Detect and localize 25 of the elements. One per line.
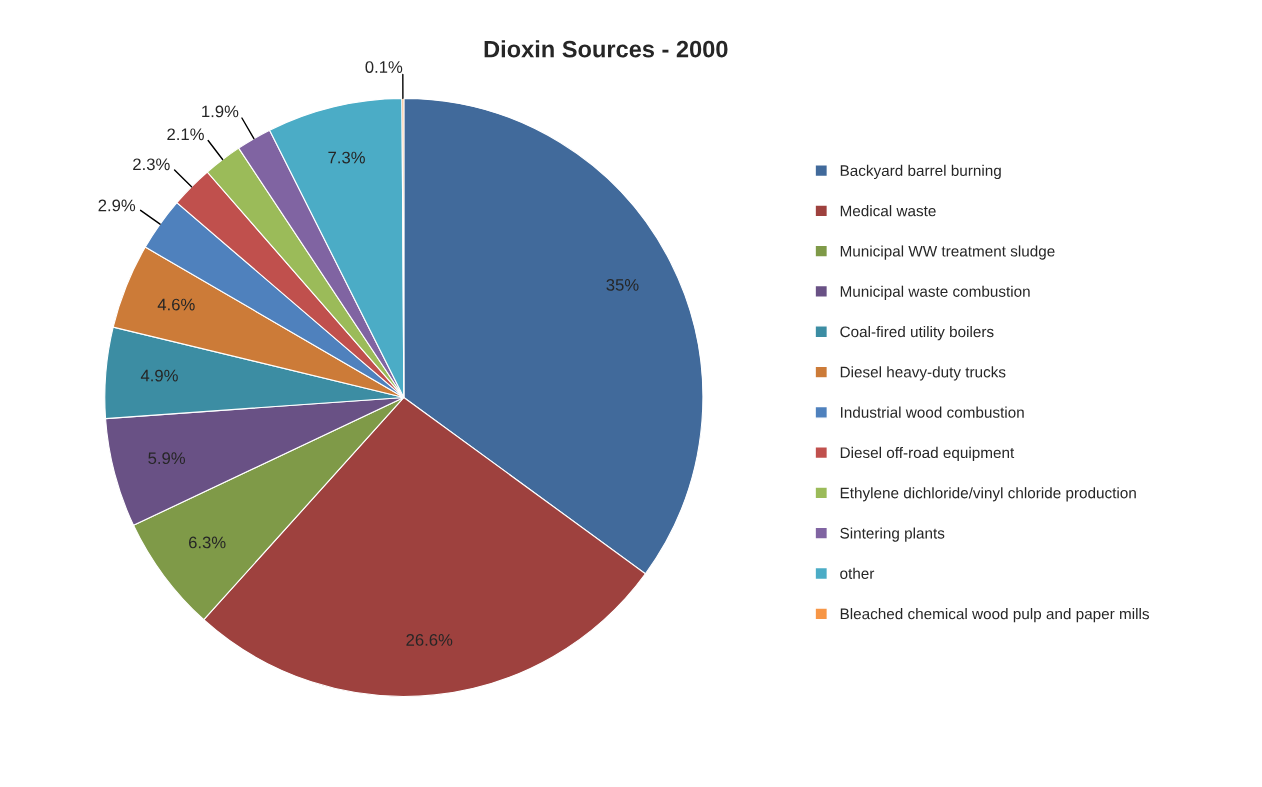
data-label: 7.3% — [328, 151, 365, 164]
legend-label: Ethylene dichloride/vinyl chloride production — [840, 487, 1136, 502]
data-label: 6.3% — [188, 536, 226, 549]
legend-label: Coal-fired utility boilers — [840, 325, 994, 341]
data-label: 4.6% — [157, 298, 195, 311]
legend-label: Bleached chemical wood pulp and paper mills — [840, 608, 1149, 623]
data-label: 1.9% — [202, 105, 239, 118]
data-label: 5.9% — [148, 452, 186, 465]
legend-label: Medical waste — [840, 205, 936, 217]
legend-label: Backyard barrel burning — [840, 164, 1001, 180]
legend-label: other — [840, 567, 875, 579]
legend-label: Diesel off-road equipment — [840, 446, 1015, 462]
legend-label: Municipal waste combustion — [840, 285, 1030, 300]
legend-label: Municipal WW treatment sludge — [840, 245, 1055, 260]
legend-label: Industrial wood combustion — [840, 406, 1024, 418]
data-label: 35% — [606, 279, 639, 291]
data-label: 0.1% — [365, 61, 403, 73]
data-label: 4.9% — [140, 369, 178, 382]
data-label: 26.6% — [406, 634, 453, 646]
data-label: 2.3% — [133, 158, 170, 171]
chart-title: Dioxin Sources - 2000 — [484, 40, 728, 58]
data-label: 2.1% — [167, 128, 204, 141]
legend-label: Sintering plants — [840, 527, 945, 542]
data-label: 2.9% — [98, 199, 136, 212]
legend-label: Diesel heavy-duty trucks — [840, 366, 1006, 381]
